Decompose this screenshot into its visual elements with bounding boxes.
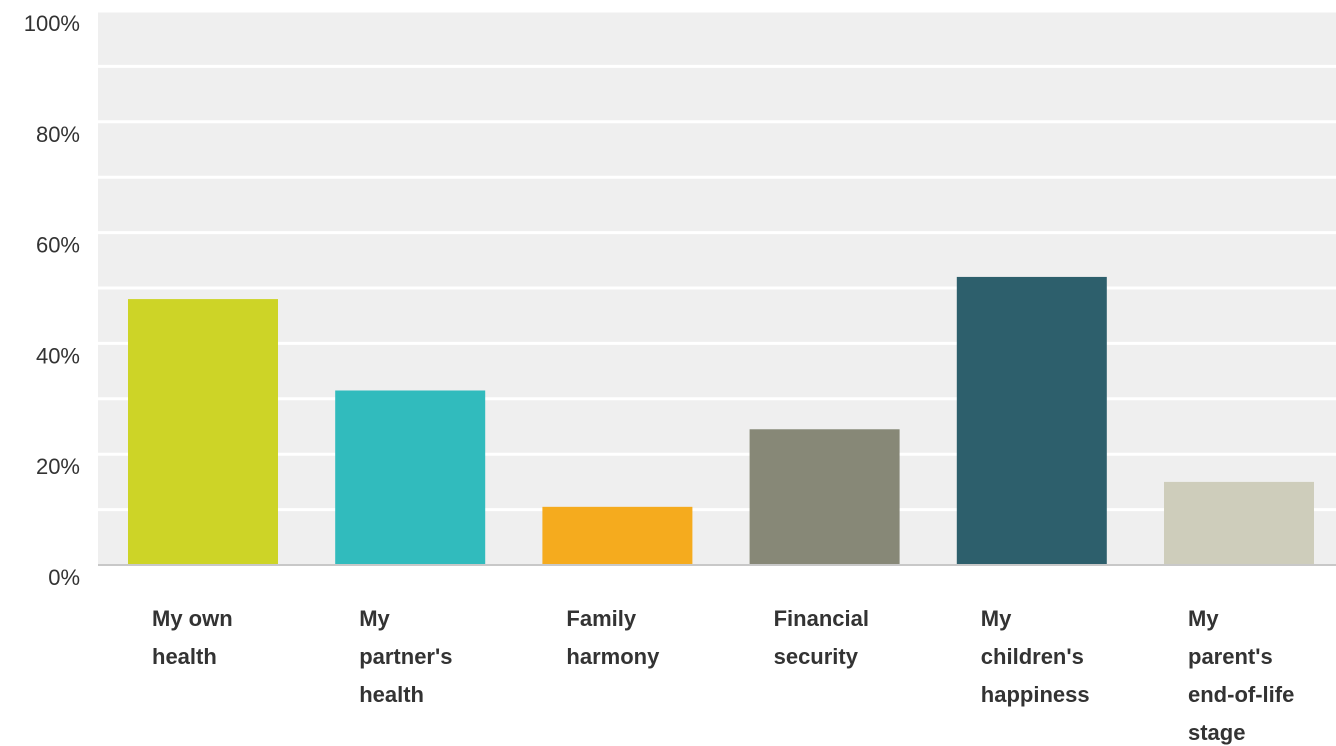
y-tick-label: 0% [48, 565, 80, 590]
bar [956, 276, 1107, 565]
x-category-label-line: children's [981, 644, 1084, 669]
x-category-label: Family harmony [566, 606, 660, 669]
y-axis-ticks: 0% 20% 40% 60% 80% 100% [24, 11, 80, 590]
x-category-label: Financial security [774, 606, 869, 669]
x-category-label-line: My [1188, 606, 1219, 631]
bar [749, 429, 900, 565]
x-category-label-line: My [359, 606, 390, 631]
y-tick-label: 80% [36, 122, 80, 147]
x-category-label: My parent's end-of-life stage [1188, 606, 1294, 745]
x-category-label: My children's happiness [981, 606, 1090, 707]
x-category-label-line: My own [152, 606, 233, 631]
gridlines [98, 9, 1336, 512]
x-category-label-line: parent's [1188, 644, 1273, 669]
x-category-label-line: harmony [566, 644, 660, 669]
bars [128, 276, 1314, 565]
bar [335, 390, 486, 565]
bar [128, 299, 278, 565]
x-category-label: My partner's health [359, 606, 452, 707]
x-category-label-line: happiness [981, 682, 1090, 707]
bar [542, 506, 693, 565]
y-tick-label: 40% [36, 343, 80, 368]
bar [1164, 481, 1314, 565]
x-category-label-line: stage [1188, 720, 1245, 745]
x-category-label-line: Family [566, 606, 636, 631]
x-category-label-line: My [981, 606, 1012, 631]
x-category-label-line: end-of-life [1188, 682, 1294, 707]
y-tick-label: 100% [24, 11, 80, 36]
x-category-label-line: security [774, 644, 859, 669]
x-axis-labels: My own health My partner's health Family harmo… [152, 606, 1294, 745]
y-tick-label: 20% [36, 454, 80, 479]
x-category-label-line: health [359, 682, 424, 707]
x-category-label-line: partner's [359, 644, 452, 669]
x-category-label-line: Financial [774, 606, 869, 631]
x-category-label: My own health [152, 606, 233, 669]
x-category-label-line: health [152, 644, 217, 669]
y-tick-label: 60% [36, 233, 80, 258]
